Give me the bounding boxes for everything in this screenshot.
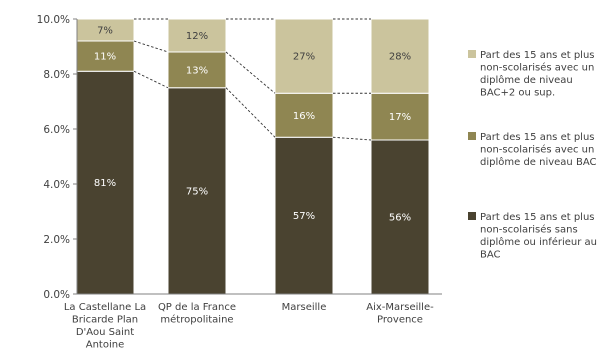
bar-segment-0-0 xyxy=(75,70,135,295)
x-category-label: La Castellane La Bricarde Plan D'Aou Saint… xyxy=(64,302,146,351)
x-axis-categories: La Castellane La Bricarde Plan D'Aou Saint… xyxy=(64,302,434,351)
bar-segment-2-3 xyxy=(370,18,430,94)
bar-segment-0-1 xyxy=(167,87,227,295)
bar-segment-2-0 xyxy=(75,18,135,42)
segment-label-1-0: 11% xyxy=(94,52,116,63)
segment-label-0-1: 75% xyxy=(186,186,208,197)
y-tick-label: 0.0% xyxy=(43,289,70,301)
bar-segment-1-1 xyxy=(167,51,227,89)
segment-label-0-2: 57% xyxy=(293,211,315,222)
segment-label-2-3: 28% xyxy=(389,52,411,63)
segment-label-2-0: 7% xyxy=(97,26,113,37)
legend: Part des 15 ans et plus non-scolarisés av… xyxy=(468,50,597,261)
legend-label: Part des 15 ans et plus non-scolarisés av… xyxy=(480,132,596,168)
segment-label-2-1: 12% xyxy=(186,31,208,42)
legend-swatch xyxy=(468,132,476,140)
segment-label-2-2: 27% xyxy=(293,52,315,63)
x-category-label: Aix-Marseille-Provence xyxy=(366,302,434,326)
segment-label-1-3: 17% xyxy=(389,112,411,123)
y-tick-label: 6.0% xyxy=(43,124,70,136)
y-tick-label: 4.0% xyxy=(43,179,70,191)
legend-label: Part des 15 ans et plus non-scolarisés av… xyxy=(480,50,595,99)
segment-label-0-3: 56% xyxy=(389,213,411,224)
bar-segment-1-0 xyxy=(75,40,135,72)
y-axis: 0.0% 2.0% 4.0% 6.0% 8.0% 10.0% xyxy=(37,14,442,301)
bars: 81% 11% 7% 75% 13% 12% 57% 16% 27% 56% 17% 28% xyxy=(75,18,430,295)
y-tick-label: 8.0% xyxy=(43,69,70,81)
bar-segment-0-3 xyxy=(370,139,430,295)
y-tick-label: 10.0% xyxy=(37,14,70,26)
legend-swatch xyxy=(468,50,476,58)
connector-line xyxy=(225,51,276,94)
legend-swatch xyxy=(468,212,476,220)
x-category-label: QP de la France métropolitaine xyxy=(158,302,236,326)
segment-label-1-2: 16% xyxy=(293,111,315,122)
connector-line xyxy=(133,70,169,89)
bar-segment-1-2 xyxy=(274,92,334,138)
segment-label-1-1: 13% xyxy=(186,65,208,76)
connector-line xyxy=(332,136,372,141)
bar-segment-2-2 xyxy=(274,18,334,94)
connector-line xyxy=(225,87,276,138)
connector-line xyxy=(133,40,169,53)
y-tick-label: 2.0% xyxy=(43,234,70,246)
legend-label: Part des 15 ans et plus non-scolarisés sa… xyxy=(480,212,597,261)
x-category-label: Marseille xyxy=(282,302,327,313)
segment-label-0-0: 81% xyxy=(94,178,116,189)
connector-lines xyxy=(133,18,372,141)
bar-segment-2-1 xyxy=(167,18,227,53)
